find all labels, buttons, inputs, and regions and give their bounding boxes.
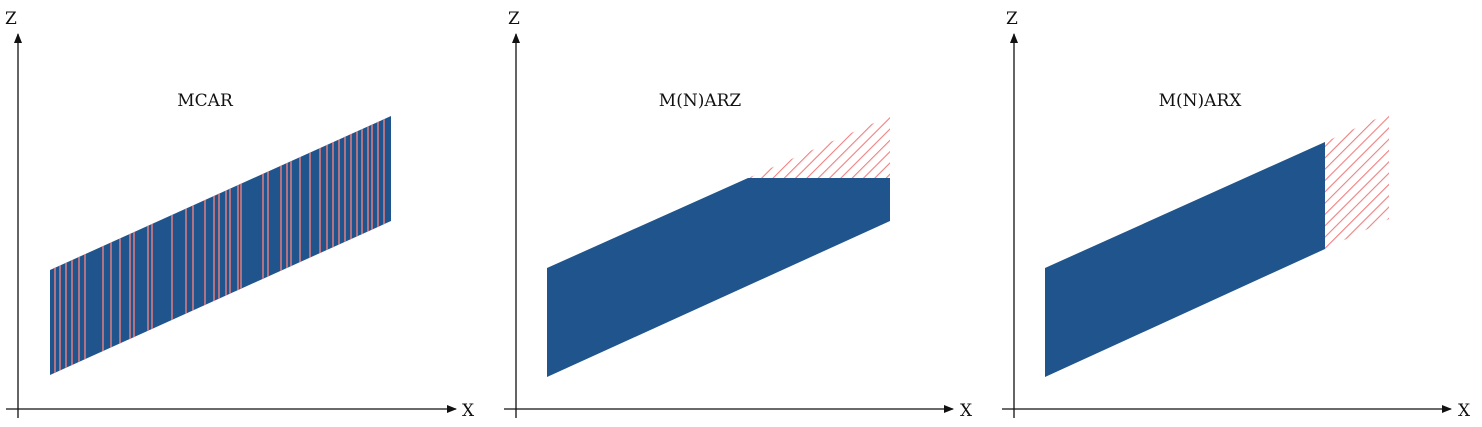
observed-data-band (547, 178, 890, 377)
missing-data-stripes (54, 119, 385, 373)
panel-title: M(N)ARX (1159, 91, 1243, 111)
z-axis-label: Z (508, 9, 520, 29)
z-axis-label: Z (1006, 9, 1018, 29)
observed-data-band (1045, 142, 1325, 377)
x-axis-label: X (1458, 401, 1471, 421)
panel-title: M(N)ARZ (659, 91, 742, 111)
panel-mnarz: Z X M(N)ARZ (504, 9, 973, 421)
missing-data-region (748, 116, 890, 178)
z-axis-label: Z (5, 9, 17, 29)
panel-mcar: Z X MCAR (5, 9, 475, 421)
x-axis-label: X (960, 401, 973, 421)
panel-mnarx: Z X M(N)ARX (1002, 9, 1471, 421)
observed-data-band (50, 116, 391, 375)
x-axis-label: X (462, 401, 475, 421)
panel-title: MCAR (177, 91, 234, 111)
missing-data-region (1325, 113, 1389, 249)
